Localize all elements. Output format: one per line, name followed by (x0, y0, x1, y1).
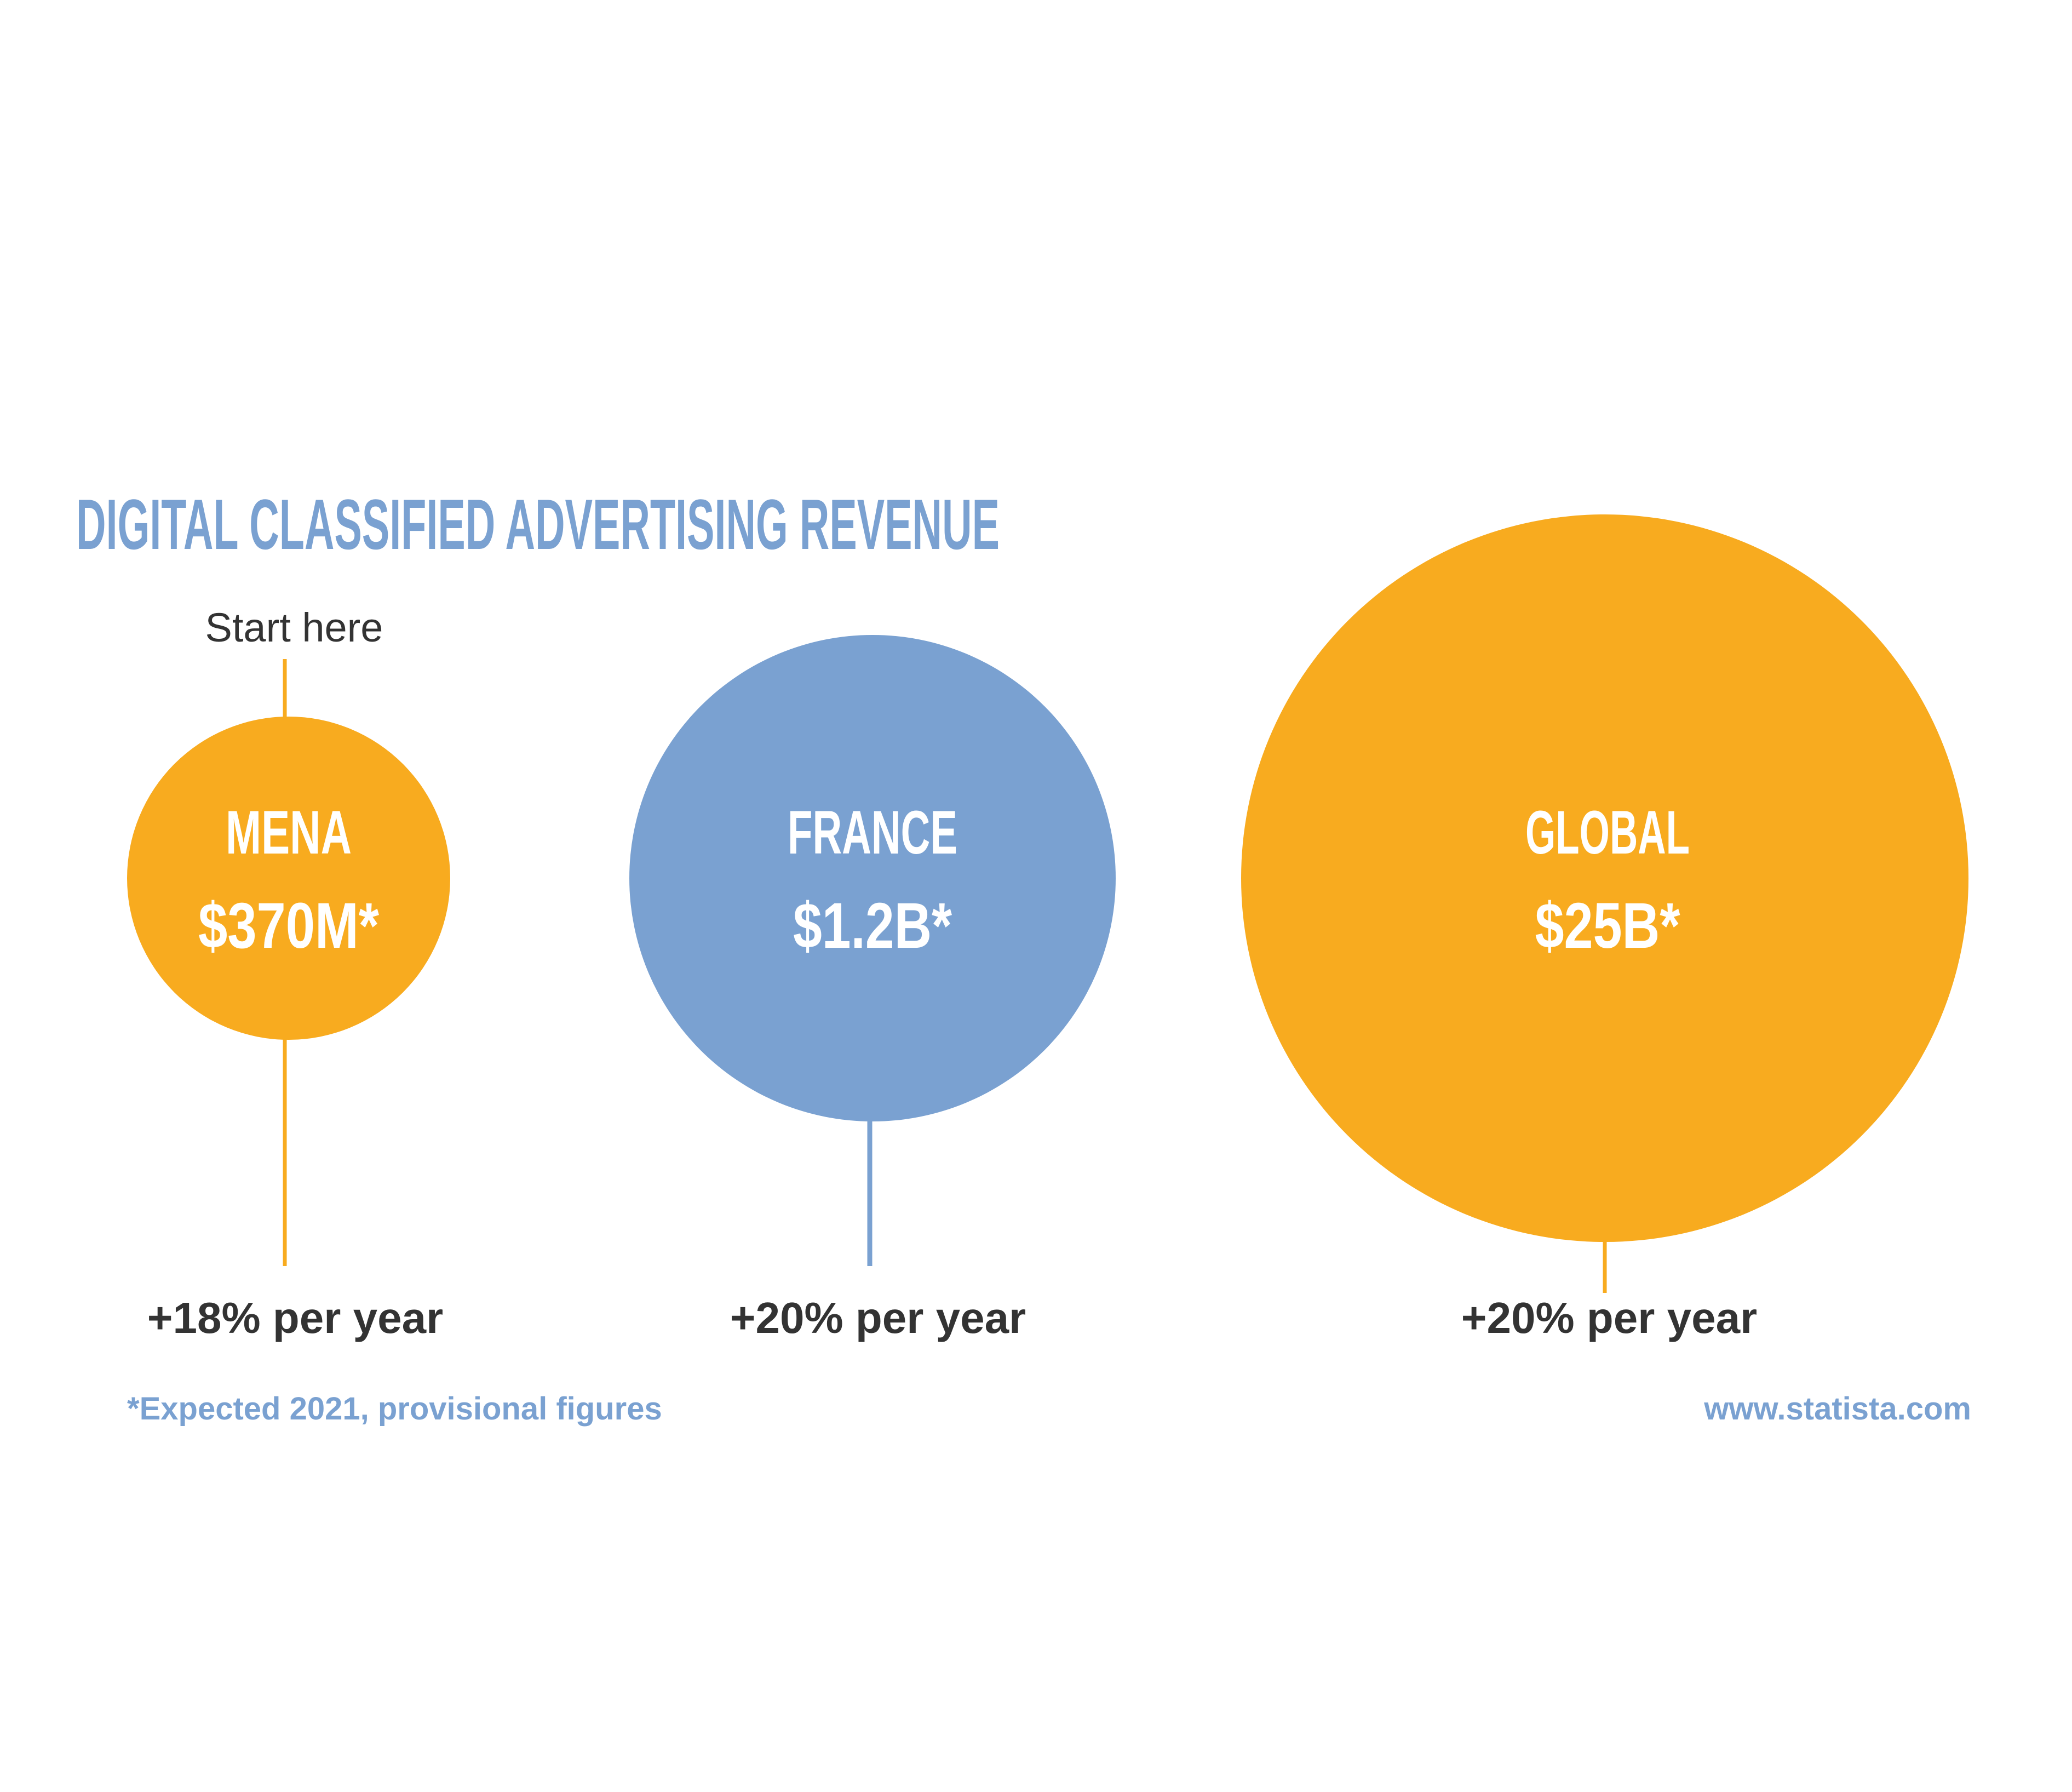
growth-label: +20% per year (730, 1293, 1026, 1342)
value-label: $1.2B* (793, 890, 952, 962)
region-label: GLOBAL (1525, 798, 1690, 867)
bubble (127, 717, 450, 1040)
bubble (1241, 514, 1968, 1242)
region-label: FRANCE (788, 798, 957, 867)
footnote: *Expected 2021, provisional figures (127, 1391, 662, 1427)
region-label: MENA (226, 798, 352, 867)
title: DIGITAL CLASSIFIED ADVERTISING REVENUE (76, 484, 1000, 564)
bubble (629, 635, 1116, 1121)
value-label: $370M* (198, 890, 379, 962)
growth-label: +20% per year (1461, 1293, 1757, 1342)
growth-label: +18% per year (147, 1293, 443, 1342)
value-label: $25B* (1535, 890, 1680, 962)
source: www.statista.com (1703, 1391, 1971, 1427)
start-label: Start here (205, 605, 383, 650)
